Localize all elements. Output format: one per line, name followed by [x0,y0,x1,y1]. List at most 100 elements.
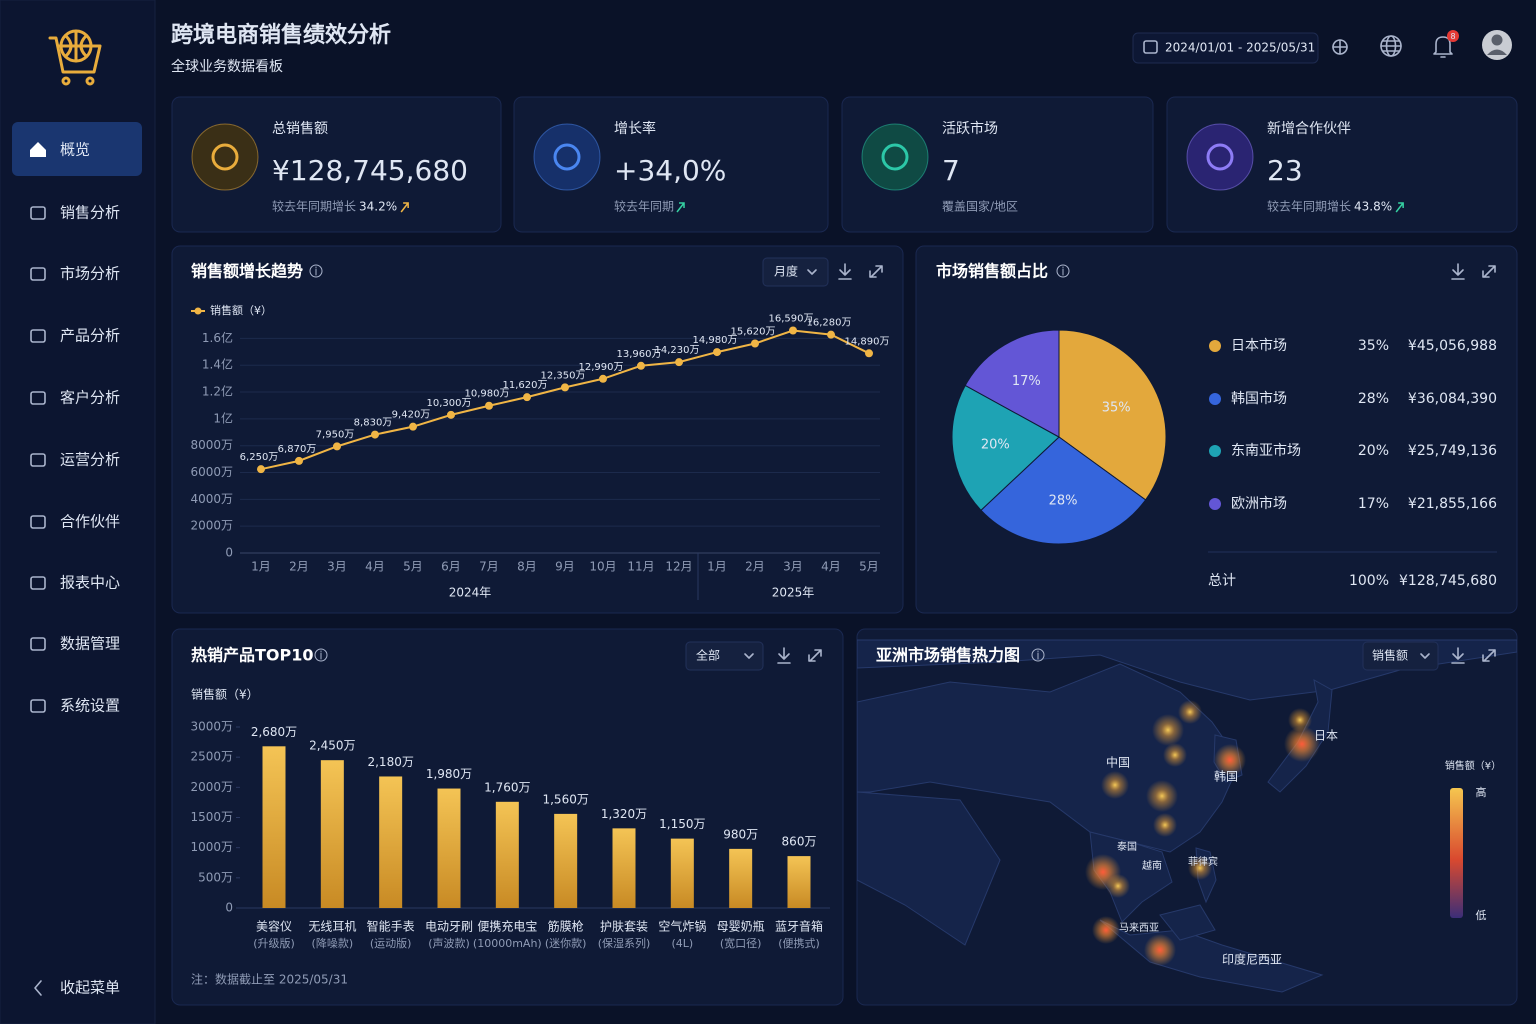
download-icon[interactable] [838,263,852,280]
data-label: 12,990万 [579,362,624,373]
y-tick-label: 2500万 [190,750,233,764]
x-tick-label: 无线耳机 [308,920,356,934]
y-tick-label: 500万 [198,870,233,884]
bar [554,813,578,908]
legend-amount: ¥45,056,988 [1408,338,1497,354]
x-tick-label: 蓝牙音箱 [775,919,823,934]
collapse-menu[interactable]: 收起菜单 [60,979,120,997]
trend-arrow [400,202,409,213]
y-tick-label: 2000万 [190,780,233,794]
logo [48,29,102,86]
data-point [675,358,683,367]
notification-badge [1447,30,1459,42]
kpi-icon-bg [1186,123,1254,191]
menu-item[interactable]: 客户分析 [30,389,120,407]
menu-item[interactable]: 概览 [30,141,90,159]
pie-slice [964,329,1060,438]
slice-label: 20% [981,438,1010,453]
data-label: 980万 [723,827,758,841]
x-tick-sublabel: (便携式) [778,936,820,950]
menu-item[interactable]: 报表中心 [30,574,120,592]
x-tick-label: 便携充电宝 [477,919,537,934]
globe-icon[interactable] [1380,35,1402,57]
x-tick-label: 母婴奶瓶 [717,920,765,934]
x-tick-label: 3月 [327,560,347,574]
page-title: 跨境电商销售绩效分析 [171,22,391,48]
download-icon[interactable] [1451,263,1465,280]
kpi-note: 较去年同期增长 [1267,199,1351,214]
slice-label: 17% [1012,374,1041,389]
kpi-note: 覆盖国家/地区 [942,199,1018,214]
notification[interactable]: 8 [1433,30,1459,58]
kpi-label: 活跃市场 [942,120,998,137]
info-icon [314,648,328,662]
menu-label: 合作伙伴 [60,513,120,531]
dropdown-arrow [1420,653,1430,659]
footnote: 注：数据截止至 2025/05/31 [191,972,348,987]
legend-dot [1209,340,1221,352]
data-label: 6,870万 [278,444,317,455]
menu-item[interactable]: 运营分析 [30,451,120,469]
x-tick-label: 空气炸锅 [658,919,706,934]
heat-legend-title: 销售额（¥） [1445,759,1501,772]
expand-icon[interactable] [808,649,822,662]
menu-item[interactable]: 系统设置 [30,697,120,715]
chart-title: 销售额增长趋势 [191,262,303,281]
data-point [523,393,531,402]
dropdown-value: 全部 [696,648,720,663]
category-dropdown[interactable] [685,641,764,671]
avatar[interactable] [1482,30,1512,60]
pie-slice [951,384,1060,511]
download-icon[interactable] [1451,647,1465,664]
menu-item[interactable]: 销售分析 [30,204,120,222]
legend-label: 东南亚市场 [1231,442,1301,459]
total-label: 总计 [1208,573,1236,589]
kpi-icon-bg [533,123,601,191]
menu-item[interactable]: 产品分析 [30,327,120,345]
menu-icon [30,576,46,590]
kpi-label: 新增合作伙伴 [1267,121,1351,137]
data-label: 14,980万 [693,335,738,346]
data-point [637,361,645,370]
data-point [827,330,835,339]
x-tick-sublabel: (宽口径) [720,936,762,950]
menu-label: 系统设置 [60,697,120,715]
menu-item[interactable]: 合作伙伴 [30,513,120,531]
y-tick-label: 8000万 [190,438,233,452]
chart-title: 市场销售额占比 [936,262,1048,281]
x-tick-label: 8月 [517,560,537,574]
menu-label: 市场分析 [60,265,120,283]
data-point [865,349,873,358]
data-point [295,456,303,465]
metric-dropdown[interactable] [1362,641,1439,671]
legend-amount: ¥36,084,390 [1408,391,1497,407]
expand-icon[interactable] [1482,649,1496,662]
dropdown-value: 月度 [774,264,798,279]
download-icon[interactable] [777,647,791,664]
x-tick-label: 3月 [783,560,803,574]
period-dropdown[interactable] [762,257,829,287]
date-picker[interactable] [1132,32,1319,64]
data-label: 7,950万 [316,429,355,440]
legend-label: 韩国市场 [1231,390,1287,407]
x-tick-sublabel: (声波款) [428,936,470,950]
x-tick-sublabel: (4L) [671,937,693,950]
kpi-change: 34.2% [359,200,397,214]
data-point [599,374,607,383]
legend-amount: ¥21,855,166 [1408,496,1497,512]
expand-icon[interactable] [869,265,883,278]
x-tick-label: 美容仪 [256,919,292,934]
data-label: 13,960万 [617,349,662,360]
expand-icon[interactable] [1482,265,1496,278]
data-label: 2,180万 [367,755,413,769]
menu-item[interactable]: 市场分析 [30,265,120,283]
menu-item[interactable]: 数据管理 [30,635,120,653]
language-icon[interactable] [1332,39,1348,55]
data-label: 14,230万 [655,345,700,356]
data-label: 10,980万 [465,389,510,400]
data-label: 2,680万 [251,725,297,739]
